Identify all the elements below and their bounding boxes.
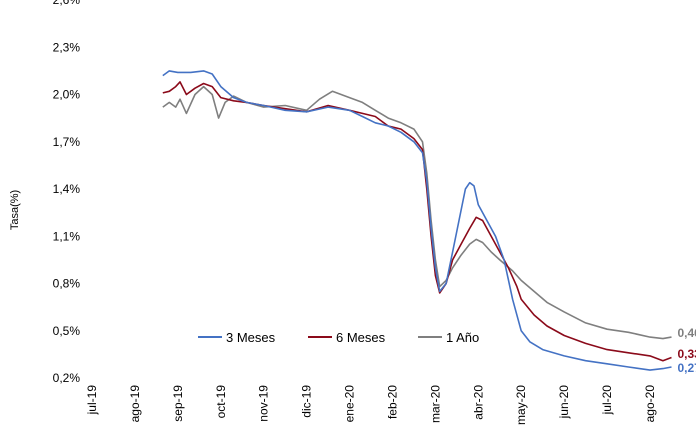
y-tick-label: 2,3%	[53, 40, 81, 54]
x-tick-label: oct-19	[214, 385, 228, 419]
end-label-2: 0,46%	[677, 326, 696, 340]
series-line-2	[162, 85, 672, 340]
y-axis-ticks: 0,2% 0,5% 0,8% 1,1% 1,4% 1,7% 2,0% 2,3% 2,6%	[53, 0, 81, 385]
legend-label-2: 1 Año	[446, 330, 479, 345]
x-tick-label: feb-20	[385, 385, 399, 419]
end-label-0: 0,27%	[677, 361, 696, 375]
y-tick-label: 0,8%	[53, 277, 81, 291]
y-tick-label: 1,7%	[53, 135, 81, 149]
x-tick-label: jul-19	[85, 385, 99, 416]
x-tick-label: jun-20	[557, 385, 571, 420]
x-tick-label: jul-20	[600, 385, 614, 416]
y-tick-label: 0,2%	[53, 371, 81, 385]
y-tick-label: 1,4%	[53, 182, 81, 196]
series-lines	[162, 70, 672, 371]
legend-label-0: 3 Meses	[226, 330, 276, 345]
y-tick-label: 2,0%	[53, 88, 81, 102]
x-tick-label: nov-19	[257, 385, 271, 422]
x-tick-label: ago-19	[128, 385, 142, 423]
x-tick-label: mar-20	[428, 385, 442, 423]
legend-label-1: 6 Meses	[336, 330, 386, 345]
y-axis-title: Tasa(%)	[9, 190, 21, 230]
series-line-1	[162, 81, 672, 362]
end-labels: 0,27%0,33% 0,46%	[677, 326, 696, 375]
x-tick-label: dic-19	[300, 385, 314, 418]
legend: 3 Meses 6 Meses 1 Año	[198, 330, 479, 345]
x-tick-label: may-20	[514, 385, 528, 425]
y-tick-label: 0,5%	[53, 324, 81, 338]
x-tick-label: abr-20	[471, 385, 485, 420]
y-tick-label: 2,6%	[53, 0, 81, 7]
x-tick-label: ago-20	[643, 385, 657, 423]
x-axis-ticks: jul-19 ago-19 sep-19 oct-19 nov-19 dic-19 ene-…	[85, 385, 657, 425]
end-label-1: 0,33%	[677, 347, 696, 361]
x-tick-label: sep-19	[171, 385, 185, 422]
series-line-0	[162, 70, 672, 371]
y-tick-label: 1,1%	[53, 229, 81, 243]
x-tick-label: ene-20	[343, 385, 357, 423]
